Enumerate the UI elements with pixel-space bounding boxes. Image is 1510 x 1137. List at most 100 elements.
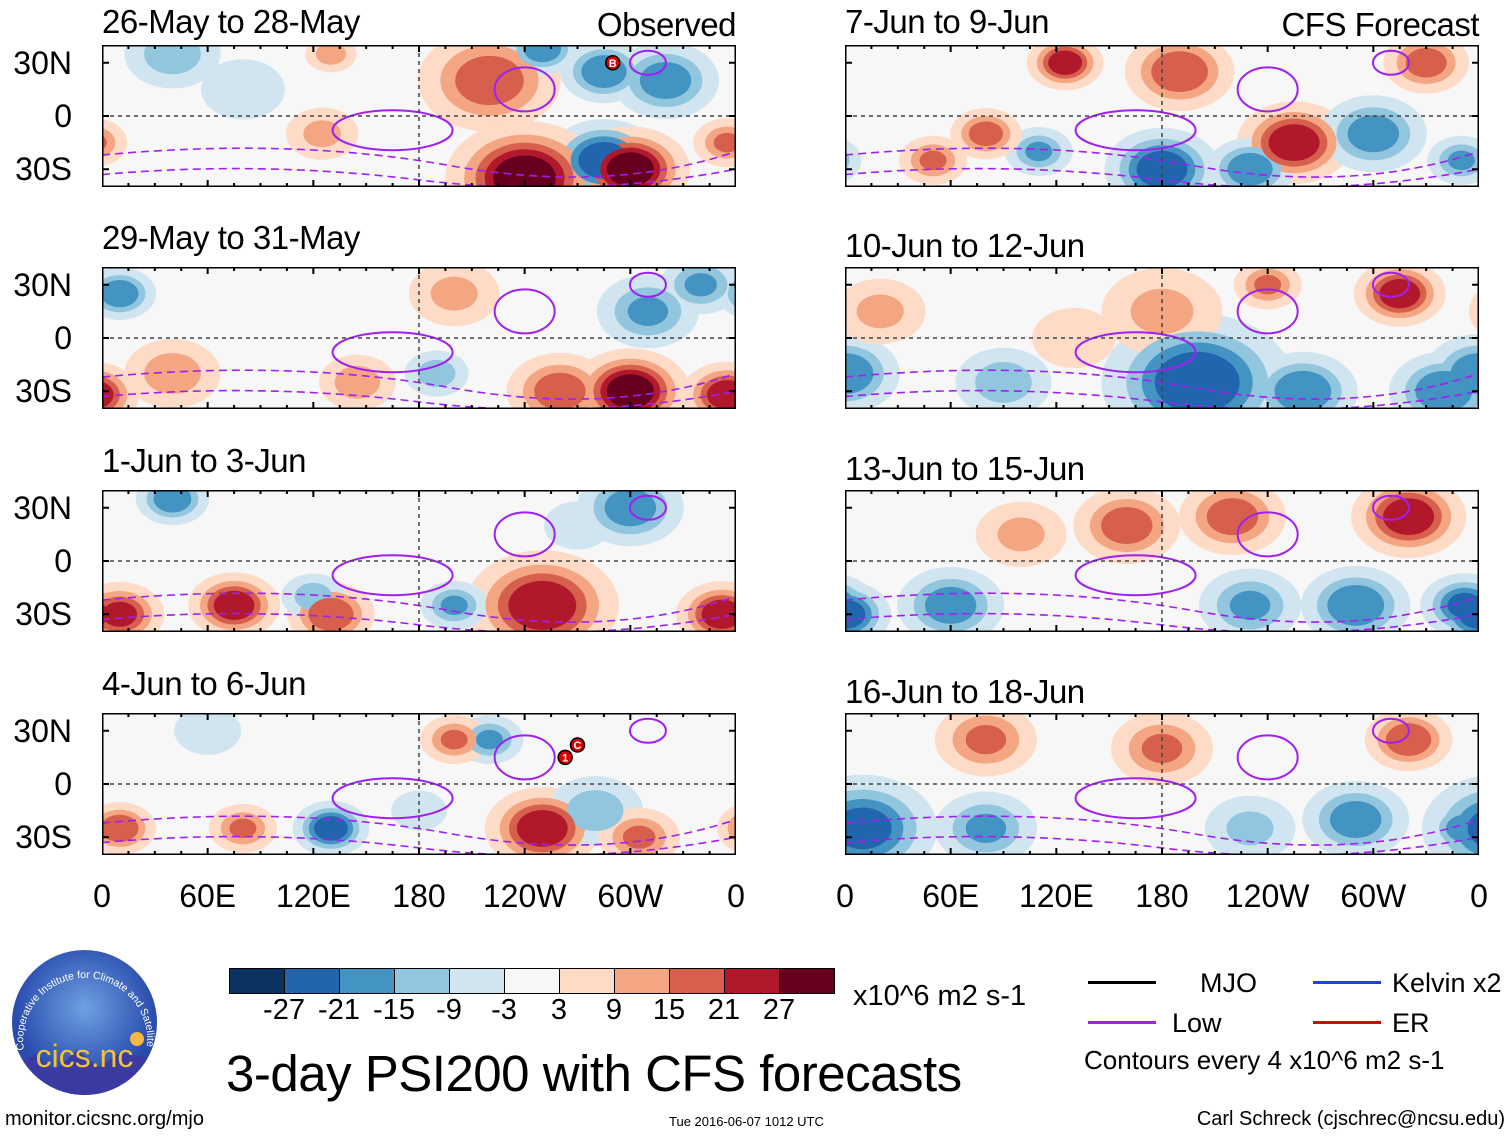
low-contour [1371,494,1410,521]
logo-ring: Cooperative Institute for Climate and Sa… [12,950,156,1051]
anomaly-contour-fill [440,729,468,750]
anomaly-contour-fill [1130,288,1194,334]
anomaly-contour-fill [639,62,692,99]
anomaly-contour-fill [965,725,1007,755]
anomaly-contour-fill [924,586,977,624]
colorbar-swatch [780,969,834,993]
logo-wordmark: cics.nc [35,1038,134,1074]
y-tick-label: 30S [15,151,72,188]
anomaly-contour-fill [1327,584,1385,626]
anomaly-contour-fill [102,601,138,627]
anomaly-contour-fill [627,296,669,326]
anomaly-contour-fill [102,814,139,842]
anomaly-contour-fill [1330,801,1382,838]
x-tick-label: 120W [1225,878,1310,914]
map-panel [845,713,1479,855]
low-contour [493,66,556,113]
colorbar-swatch [505,969,560,993]
anomaly-contour-fill [606,374,654,409]
contour-note: Contours every 4 x10^6 m2 s-1 [1084,1045,1445,1075]
anomaly-contour-fill [455,55,524,106]
colorbar-swatch [230,969,285,993]
y-tick-label: 30S [15,373,72,410]
anomaly-contour-fill [102,381,114,409]
colorbar-label: 3 [550,994,568,1026]
low-contour [1074,554,1197,597]
anomaly-contour-fill [845,807,892,850]
anomaly-contour-fill [606,152,654,187]
anomaly-contour-fill [475,729,503,750]
storm-label: 1 [562,752,568,764]
legend-label: Low [1172,1008,1222,1038]
colorbar-label: -15 [373,994,415,1026]
low-contour-negative [102,389,736,409]
map-panel [102,490,736,632]
panel-title: 7-Jun to 9-Jun [845,3,1049,40]
anomaly-contour-fill [845,599,866,629]
panel-title: 16-Jun to 18-Jun [845,673,1085,710]
storm-marker: 1 [557,749,573,766]
y-tick-label: 30N [13,44,72,81]
anomaly-contour-fill [1226,811,1274,846]
anomaly-contour-fill [1151,51,1208,93]
storm-label: C [574,740,582,752]
anomaly-contour-fill [315,45,347,65]
x-tick-label: 0 [93,878,111,914]
low-contour-negative [102,369,736,400]
anomaly-contour-fill [845,353,874,394]
anomaly-contour-fill [965,813,1007,843]
y-tick-label: 30N [13,489,72,526]
low-contour [331,331,454,374]
anomaly-contour-fill [1101,507,1153,544]
x-tick-label: 180 [1135,878,1189,914]
colorbar-label: -21 [318,994,360,1026]
colorbar-swatch [615,969,670,993]
anomaly-contour-fill [1229,590,1271,620]
anomaly-contour-fill [1383,498,1435,535]
anomaly-contour-fill [508,580,577,630]
low-contour-negative [102,835,736,855]
anomaly-contour-fill [213,590,255,621]
low-contour-negative [102,815,736,846]
colorbar-swatch [670,969,725,993]
anomaly-contour-fill [544,501,611,550]
low-contour [1074,109,1197,152]
anomaly-contour-fill [308,597,354,631]
low-contour [628,271,667,298]
y-tick-label: 0 [54,766,72,802]
low-contour [628,494,667,521]
low-contour-negative [845,835,1479,855]
low-contour [628,717,667,744]
panel-title: 29-May to 31-May [102,219,360,256]
anomaly-contour-fill [701,599,736,629]
legend-label: ER [1392,1008,1430,1038]
y-tick-label: 30S [15,819,72,856]
anomaly-contour-fill [845,139,862,182]
map-panel: 1C [102,713,736,855]
anomaly-contour-fill [313,816,348,841]
low-contour [493,288,556,335]
anomaly-contour-fill [430,276,478,311]
low-contour [331,554,454,597]
colorbar-label: -3 [491,994,517,1026]
x-tick-label: 120E [1018,878,1094,914]
low-contour [331,109,454,152]
x-tick-label: 120W [482,878,567,914]
anomaly-contour-fill [566,790,624,832]
anomaly-contour-fill [102,280,139,308]
anomaly-contour-fill [303,120,341,148]
low-contour [1236,66,1299,113]
colorbar-swatch [725,969,780,993]
colorbar-label: 9 [605,994,623,1026]
figure-title: 3-day PSI200 with CFS forecasts [226,1045,962,1102]
colorbar-label: 27 [762,994,796,1026]
colorbar-label: -9 [436,994,462,1026]
anomaly-contour-fill [622,825,656,849]
footer-url[interactable]: monitor.cicsnc.org/mjo [5,1108,204,1130]
anomaly-contour-fill [1405,47,1447,78]
anomaly-contour-fill [153,490,192,513]
low-contour-negative [845,147,1479,178]
low-contour [1371,49,1410,76]
anomaly-contour-fill [1254,275,1282,295]
